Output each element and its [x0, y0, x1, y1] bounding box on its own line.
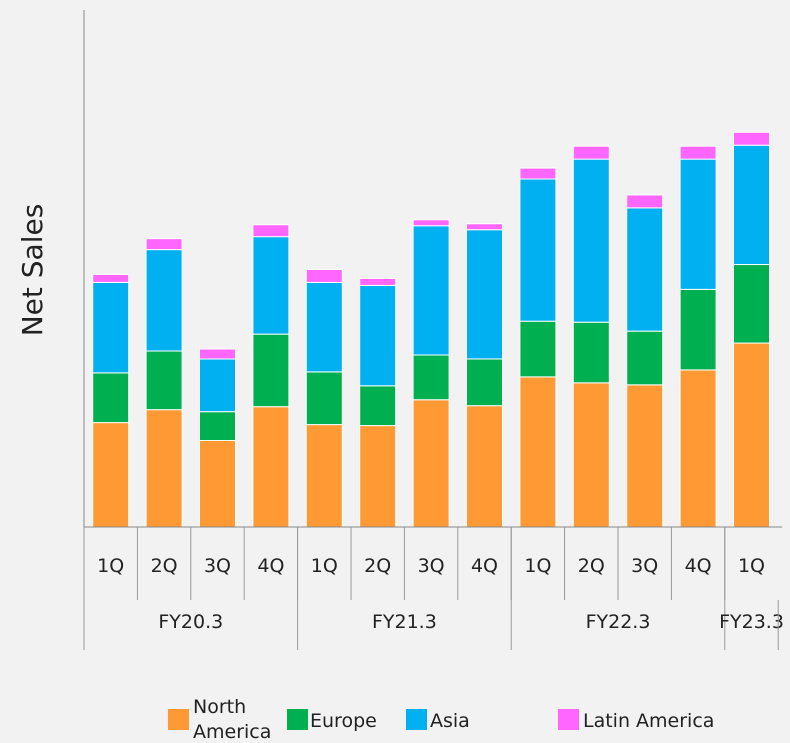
category-tick-label: 1Q	[738, 555, 765, 577]
bar-europe-5	[305, 371, 343, 426]
legend: North America Europe Asia Latin America	[168, 696, 714, 743]
bar-latin-america-7	[412, 219, 450, 227]
legend-label: North America	[193, 696, 271, 743]
bar-asia-5	[305, 281, 343, 373]
group-label: FY23.3	[719, 611, 784, 633]
category-tick-label: 2Q	[151, 555, 178, 577]
bar-asia-6	[359, 284, 397, 387]
bar-latin-america-1	[92, 273, 130, 283]
legend-label: Latin America	[583, 710, 714, 732]
bar-europe-2	[145, 350, 183, 411]
bar-north-america-11	[626, 384, 664, 528]
bar-north-america-12	[679, 369, 717, 528]
bar-latin-america-3	[199, 348, 236, 360]
category-tick-label: 2Q	[364, 555, 391, 577]
bar-europe-1	[92, 372, 130, 424]
category-tick-label: 1Q	[97, 555, 124, 577]
bar-europe-10	[572, 321, 610, 384]
y-axis-label: Net Sales	[16, 204, 49, 337]
bar-north-america-5	[305, 424, 343, 528]
bar-latin-america-12	[679, 145, 717, 160]
bar-asia-2	[145, 249, 183, 352]
bar-latin-america-10	[572, 145, 610, 160]
bar-asia-7	[412, 225, 450, 356]
legend-swatch-asia	[406, 709, 427, 730]
bar-europe-7	[412, 354, 450, 401]
bar-north-america-2	[145, 409, 183, 528]
category-tick-label: 4Q	[685, 555, 712, 577]
category-tick-label: 3Q	[204, 555, 231, 577]
bar-north-america-8	[466, 405, 503, 528]
bar-europe-13	[733, 264, 770, 344]
bar-europe-9	[519, 320, 557, 378]
group-label: FY20.3	[158, 611, 223, 633]
category-tick-label: 3Q	[631, 555, 658, 577]
bar-latin-america-9	[519, 167, 557, 180]
bar-europe-12	[679, 288, 717, 371]
legend-swatch-europe	[287, 709, 308, 730]
bar-north-america-3	[199, 440, 236, 528]
bar-north-america-4	[252, 406, 290, 528]
legend-label: Asia	[430, 710, 470, 732]
bar-asia-13	[733, 144, 770, 266]
bar-asia-3	[199, 358, 236, 413]
bar-north-america-7	[412, 399, 450, 528]
group-label: FY21.3	[372, 611, 437, 633]
bar-asia-1	[92, 281, 130, 374]
bar-latin-america-8	[466, 223, 503, 231]
bar-europe-6	[359, 385, 397, 427]
bar-north-america-10	[572, 382, 610, 528]
category-tick-label: 2Q	[578, 555, 605, 577]
bar-north-america-6	[359, 425, 397, 528]
bar-europe-3	[199, 411, 236, 442]
bar-latin-america-5	[305, 268, 343, 283]
category-tick-label: 4Q	[471, 555, 498, 577]
bar-north-america-9	[519, 376, 557, 528]
bar-asia-8	[466, 229, 503, 360]
bar-asia-9	[519, 178, 557, 322]
bar-latin-america-11	[626, 194, 664, 209]
legend-label: Europe	[310, 710, 377, 732]
category-tick-label: 3Q	[418, 555, 445, 577]
legend-swatch-latin-america	[558, 709, 579, 730]
bars-layer	[92, 131, 770, 528]
bar-north-america-1	[92, 422, 130, 528]
bar-asia-10	[572, 158, 610, 323]
axes-layer: 1Q 2Q 3Q 4Q 1Q 2Q 3Q 4Q 1Q 2Q 3Q 4Q 1Q FY20.3 FY21.3 FY…	[83, 10, 784, 650]
bar-europe-4	[252, 333, 290, 408]
bar-latin-america-2	[145, 238, 183, 251]
bar-latin-america-13	[733, 131, 770, 146]
group-label: FY22.3	[586, 611, 651, 633]
category-tick-label: 1Q	[524, 555, 551, 577]
bar-europe-11	[626, 330, 664, 386]
bar-latin-america-4	[252, 224, 290, 238]
bar-asia-12	[679, 158, 717, 290]
legend-swatch-north-america	[168, 709, 189, 730]
bar-asia-4	[252, 236, 290, 335]
bar-latin-america-6	[359, 277, 397, 286]
bar-europe-8	[466, 358, 503, 407]
category-tick-label: 4Q	[257, 555, 284, 577]
bar-north-america-13	[733, 342, 770, 528]
category-tick-label: 1Q	[311, 555, 338, 577]
bar-asia-11	[626, 207, 664, 332]
